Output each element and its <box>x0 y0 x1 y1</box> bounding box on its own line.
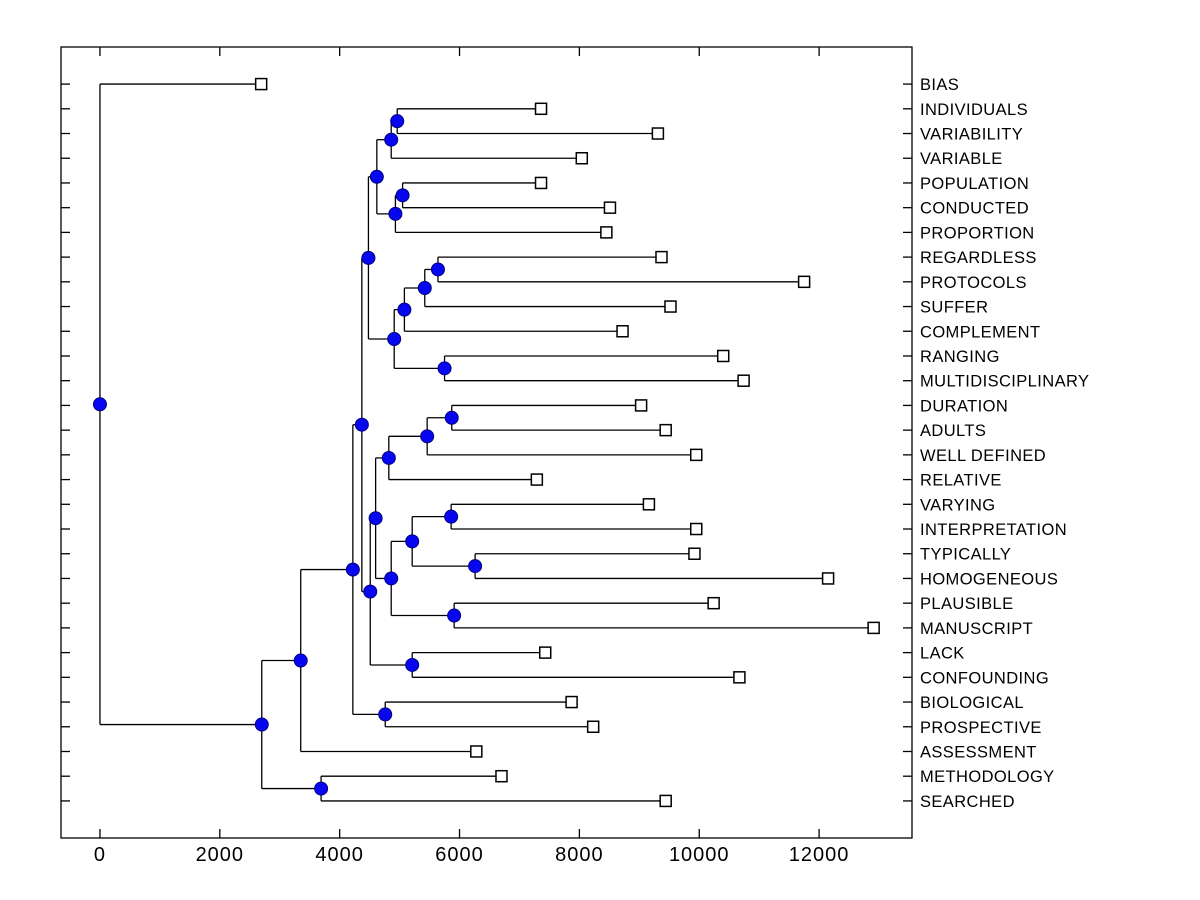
leaf-label: ADULTS <box>920 422 986 440</box>
plot-box <box>60 46 913 839</box>
leaf-label: MULTIDISCIPLINARY <box>920 373 1089 391</box>
leaf-marker <box>690 448 703 462</box>
x-tick-label: 6000 <box>435 844 484 866</box>
leaf-label: MANUSCRIPT <box>920 620 1033 638</box>
leaf-marker <box>690 522 703 536</box>
leaf-label: CONDUCTED <box>920 200 1029 218</box>
leaf-marker <box>659 423 672 437</box>
leaf-label: VARYING <box>920 496 996 514</box>
internal-node-marker <box>314 781 329 796</box>
leaf-label: VARIABILITY <box>920 126 1023 144</box>
leaf-marker <box>254 77 268 91</box>
internal-node-marker <box>345 562 360 577</box>
leaf-label: RANGING <box>920 348 1000 366</box>
leaf-label: INDIVIDUALS <box>920 101 1028 119</box>
leaf-label: PROSPECTIVE <box>920 719 1042 737</box>
x-tick-label: 8000 <box>555 844 604 866</box>
leaf-label: LACK <box>920 645 965 663</box>
leaf-marker <box>538 646 552 659</box>
internal-node-marker <box>420 429 435 444</box>
leaf-marker <box>495 769 508 783</box>
internal-node-marker <box>254 717 269 732</box>
leaf-marker <box>616 325 629 338</box>
x-tick-label: 2000 <box>196 844 245 866</box>
leaf-label: SUFFER <box>920 299 988 317</box>
leaf-marker <box>659 794 672 808</box>
internal-node-marker <box>390 114 405 129</box>
leaf-marker <box>821 572 835 585</box>
leaf-marker <box>575 151 589 165</box>
leaf-label: RELATIVE <box>920 472 1002 490</box>
leaf-label: BIOLOGICAL <box>920 694 1024 712</box>
leaf-marker <box>603 201 617 214</box>
x-tick-label: 12000 <box>789 844 850 866</box>
leaf-marker <box>716 349 730 363</box>
leaf-label: PROPORTION <box>920 224 1035 242</box>
internal-node-marker <box>430 262 445 277</box>
internal-node-marker <box>437 361 452 376</box>
leaf-marker <box>534 176 548 190</box>
internal-node-marker <box>368 511 383 526</box>
internal-node-marker <box>397 302 412 317</box>
leaf-marker <box>688 547 701 560</box>
leaf-marker <box>634 399 648 412</box>
leaf-label: SEARCHED <box>920 793 1015 811</box>
leaf-label: ASSESSMENT <box>920 743 1037 761</box>
leaf-marker <box>655 250 668 264</box>
internal-node-marker <box>387 331 402 346</box>
leaf-label: TYPICALLY <box>920 546 1011 564</box>
internal-node-marker <box>384 132 399 147</box>
leaf-marker <box>664 300 677 313</box>
internal-node-marker <box>363 584 378 599</box>
leaf-label: WELL DEFINED <box>920 447 1046 465</box>
internal-node-marker <box>92 397 107 412</box>
leaf-marker <box>867 621 880 635</box>
leaf-marker <box>530 473 544 486</box>
internal-node-marker <box>381 450 396 465</box>
leaf-label: PROTOCOLS <box>920 274 1027 292</box>
internal-node-marker <box>388 206 403 221</box>
internal-node-marker <box>405 657 420 672</box>
internal-node-marker <box>468 559 483 574</box>
internal-node-marker <box>447 608 462 623</box>
leaf-marker <box>733 671 746 684</box>
internal-node-marker <box>378 707 393 722</box>
leaf-marker <box>534 102 548 116</box>
internal-node-marker <box>369 169 384 184</box>
leaf-label: PLAUSIBLE <box>920 595 1013 613</box>
x-tick-label: 10000 <box>669 844 730 866</box>
leaf-label: COMPLEMENT <box>920 323 1040 341</box>
leaf-marker <box>600 226 613 239</box>
leaf-marker <box>642 498 656 511</box>
leaf-label: VARIABLE <box>920 150 1003 168</box>
internal-node-marker <box>361 250 376 265</box>
internal-node-marker <box>405 534 420 549</box>
leaf-label: BIAS <box>920 76 959 94</box>
internal-node-marker <box>354 417 369 432</box>
internal-node-marker <box>444 509 459 524</box>
internal-node-marker <box>395 188 410 203</box>
leaf-label: REGARDLESS <box>920 249 1037 267</box>
leaf-marker <box>586 720 600 734</box>
x-tick-label: 0 <box>94 844 106 866</box>
leaf-marker <box>565 695 578 709</box>
internal-node-marker <box>384 571 399 586</box>
leaf-marker <box>470 745 483 758</box>
leaf-label: CONFOUNDING <box>920 669 1049 687</box>
leaf-marker <box>797 275 811 289</box>
leaf-marker <box>651 127 665 140</box>
internal-node-marker <box>293 653 308 668</box>
internal-node-marker <box>417 281 432 296</box>
leaf-label: HOMOGENEOUS <box>920 570 1058 588</box>
leaf-label: INTERPRETATION <box>920 521 1067 539</box>
leaf-marker <box>707 596 720 610</box>
leaf-label: METHODOLOGY <box>920 768 1055 786</box>
internal-node-marker <box>444 410 459 425</box>
leaf-marker <box>737 374 750 387</box>
leaf-label: POPULATION <box>920 175 1029 193</box>
leaf-label: DURATION <box>920 397 1008 415</box>
x-tick-label: 4000 <box>315 844 364 866</box>
